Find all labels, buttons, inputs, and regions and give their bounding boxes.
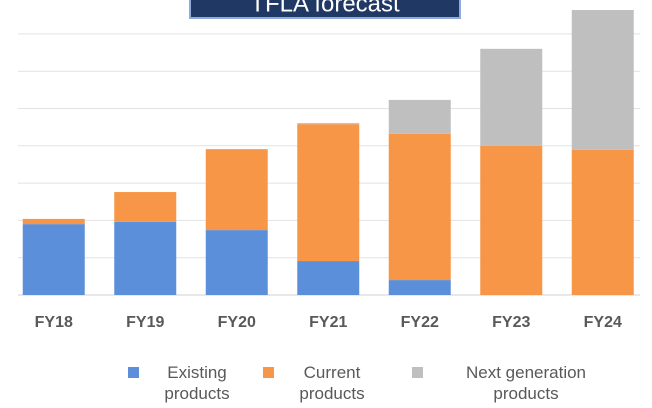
legend-item: Next generation products <box>412 362 611 404</box>
bar-segment <box>114 192 177 222</box>
legend-label: Existing products <box>164 363 230 403</box>
legend-swatch <box>128 367 139 378</box>
x-tick-label: FY21 <box>309 314 347 331</box>
bar-segment <box>297 123 360 125</box>
bar-segment <box>388 280 451 295</box>
legend-swatch <box>412 367 423 378</box>
bar-segment <box>480 145 543 295</box>
x-tick-label: FY19 <box>126 314 164 331</box>
bar-segment <box>114 221 177 295</box>
bar-segment <box>297 261 360 295</box>
bar-segment <box>571 149 634 295</box>
bar-segment <box>388 99 451 134</box>
legend-label: Current products <box>299 363 365 403</box>
x-tick-label: FY18 <box>35 314 73 331</box>
bar-segment <box>22 218 85 225</box>
legend-swatch <box>263 367 274 378</box>
legend-item: Current products <box>263 362 372 404</box>
chart-title: TFLA forecast <box>250 0 400 17</box>
bar-segment <box>22 224 85 295</box>
bar-segment <box>205 230 268 295</box>
bar-segment <box>205 149 268 231</box>
legend-item: Existing products <box>128 362 237 404</box>
bar-segment <box>571 10 634 150</box>
title-box <box>189 0 461 19</box>
x-tick-label: FY20 <box>218 314 256 331</box>
x-tick-label: FY23 <box>492 314 530 331</box>
legend-label: Next generation products <box>465 363 587 403</box>
bar-segment <box>388 133 451 281</box>
bar-segment <box>297 124 360 262</box>
bar-segment <box>480 48 543 146</box>
x-tick-label: FY22 <box>401 314 439 331</box>
x-tick-label: FY24 <box>584 314 622 331</box>
